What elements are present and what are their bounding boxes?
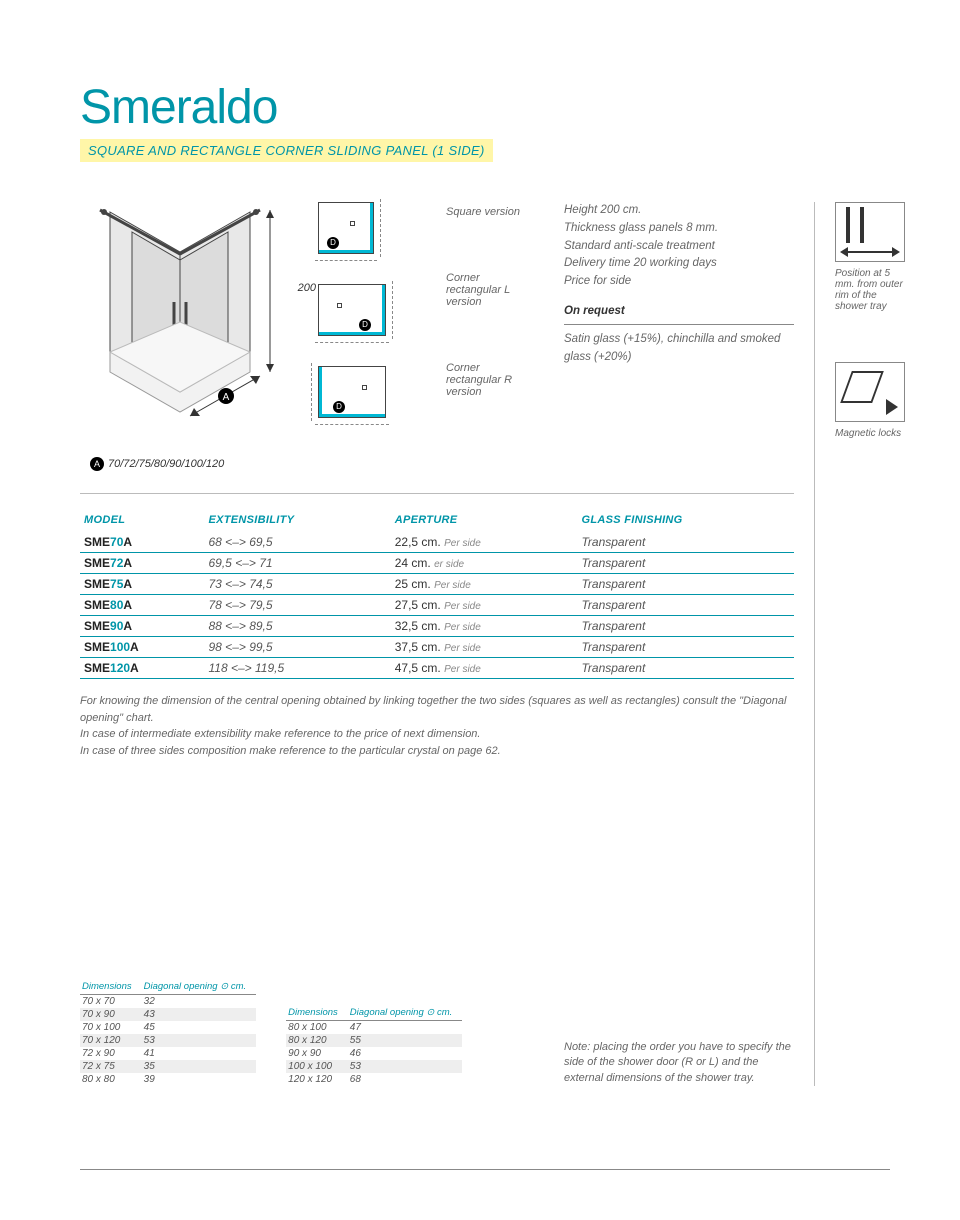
table-row: SME72A69,5 <–> 7124 cm. er sideTranspare… bbox=[80, 553, 794, 574]
feature-caption: Magnetic locks bbox=[835, 428, 905, 439]
diagrams-row: A 200 A70/72/75/80/90/100/120 D bbox=[80, 202, 794, 465]
table-row: SME80A78 <–> 79,527,5 cm. Per sideTransp… bbox=[80, 595, 794, 616]
footnote: In case of intermediate extensibility ma… bbox=[80, 726, 794, 743]
page-title: Smeraldo bbox=[80, 80, 890, 135]
spec-line: Standard anti-scale treatment bbox=[564, 238, 794, 256]
spec-line: Delivery time 20 working days bbox=[564, 255, 794, 273]
spec-line: Thickness glass panels 8 mm. bbox=[564, 220, 794, 238]
thumb-label: Corner rectangular R version bbox=[446, 362, 536, 398]
models-col-header: MODEL bbox=[80, 508, 205, 532]
table-row: 70 x 9043 bbox=[80, 1008, 256, 1021]
svg-text:A: A bbox=[223, 392, 230, 403]
on-request-text: Satin glass (+15%), chinchilla and smoke… bbox=[564, 331, 794, 367]
specs-block: Height 200 cm. Thickness glass panels 8 … bbox=[564, 202, 794, 465]
table-row: 70 x 12053 bbox=[80, 1034, 256, 1047]
subtitle: SQUARE AND RECTANGLE CORNER SLIDING PANE… bbox=[80, 139, 493, 162]
spec-line: Price for side bbox=[564, 273, 794, 291]
thumb-rect-r: D bbox=[318, 366, 386, 418]
table-row: SME100A98 <–> 99,537,5 cm. Per sideTrans… bbox=[80, 637, 794, 658]
order-note: Note: placing the order you have to spec… bbox=[564, 1040, 794, 1086]
footnote: For knowing the dimension of the central… bbox=[80, 693, 794, 726]
plan-thumbs: D D D bbox=[318, 202, 418, 465]
models-col-header: APERTURE bbox=[391, 508, 578, 532]
models-col-header: EXTENSIBILITY bbox=[205, 508, 391, 532]
table-row: SME70A68 <–> 69,522,5 cm. Per sideTransp… bbox=[80, 532, 794, 553]
diag-col-dim: Dimensions bbox=[286, 1005, 348, 1021]
a-values-label: A70/72/75/80/90/100/120 bbox=[90, 457, 224, 471]
thumb-label: Corner rectangular L version bbox=[446, 272, 536, 308]
footnotes: For knowing the dimension of the central… bbox=[80, 693, 794, 759]
spec-line: Height 200 cm. bbox=[564, 202, 794, 220]
height-dim-label: 200 bbox=[298, 282, 316, 294]
table-row: 70 x 10045 bbox=[80, 1021, 256, 1034]
table-row: 80 x 12055 bbox=[286, 1034, 462, 1047]
table-row: 70 x 7032 bbox=[80, 995, 256, 1009]
diag-col-open: Diagonal opening ⊙ cm. bbox=[348, 1005, 463, 1021]
feature-caption: Position at 5 mm. from outer rim of the … bbox=[835, 268, 905, 312]
feature-magnetic: Magnetic locks bbox=[835, 362, 905, 439]
table-row: SME90A88 <–> 89,532,5 cm. Per sideTransp… bbox=[80, 616, 794, 637]
table-row: SME75A73 <–> 74,525 cm. Per sideTranspar… bbox=[80, 574, 794, 595]
bottom-row: Dimensions Diagonal opening ⊙ cm. 70 x 7… bbox=[80, 979, 794, 1086]
models-col-header: GLASS FINISHING bbox=[577, 508, 794, 532]
diag-col-open: Diagonal opening ⊙ cm. bbox=[142, 979, 257, 995]
table-row: 100 x 10053 bbox=[286, 1060, 462, 1073]
side-features: Position at 5 mm. from outer rim of the … bbox=[835, 202, 905, 1086]
thumb-label: Square version bbox=[446, 206, 536, 218]
table-row: 80 x 8039 bbox=[80, 1073, 256, 1086]
diagonal-table-left: Dimensions Diagonal opening ⊙ cm. 70 x 7… bbox=[80, 979, 256, 1086]
table-row: 72 x 7535 bbox=[80, 1060, 256, 1073]
diagonal-table-right: Dimensions Diagonal opening ⊙ cm. 80 x 1… bbox=[286, 1005, 462, 1086]
thumb-rect-l: D bbox=[318, 284, 386, 336]
table-row: 80 x 10047 bbox=[286, 1021, 462, 1035]
divider bbox=[80, 493, 794, 494]
table-row: 90 x 9046 bbox=[286, 1047, 462, 1060]
feature-position: Position at 5 mm. from outer rim of the … bbox=[835, 202, 905, 312]
footnote: In case of three sides composition make … bbox=[80, 743, 794, 760]
table-row: SME120A118 <–> 119,547,5 cm. Per sideTra… bbox=[80, 658, 794, 679]
isometric-diagram: A 200 A70/72/75/80/90/100/120 bbox=[80, 202, 290, 465]
models-table: MODELEXTENSIBILITYAPERTUREGLASS FINISHIN… bbox=[80, 508, 794, 679]
bottom-divider bbox=[80, 1169, 890, 1170]
position-icon bbox=[835, 202, 905, 262]
table-row: 72 x 9041 bbox=[80, 1047, 256, 1060]
on-request-label: On request bbox=[564, 303, 794, 325]
plan-thumb-labels: Square version Corner rectangular L vers… bbox=[446, 202, 536, 465]
diag-col-dim: Dimensions bbox=[80, 979, 142, 995]
magnetic-lock-icon bbox=[835, 362, 905, 422]
table-row: 120 x 12068 bbox=[286, 1073, 462, 1086]
thumb-square: D bbox=[318, 202, 374, 254]
